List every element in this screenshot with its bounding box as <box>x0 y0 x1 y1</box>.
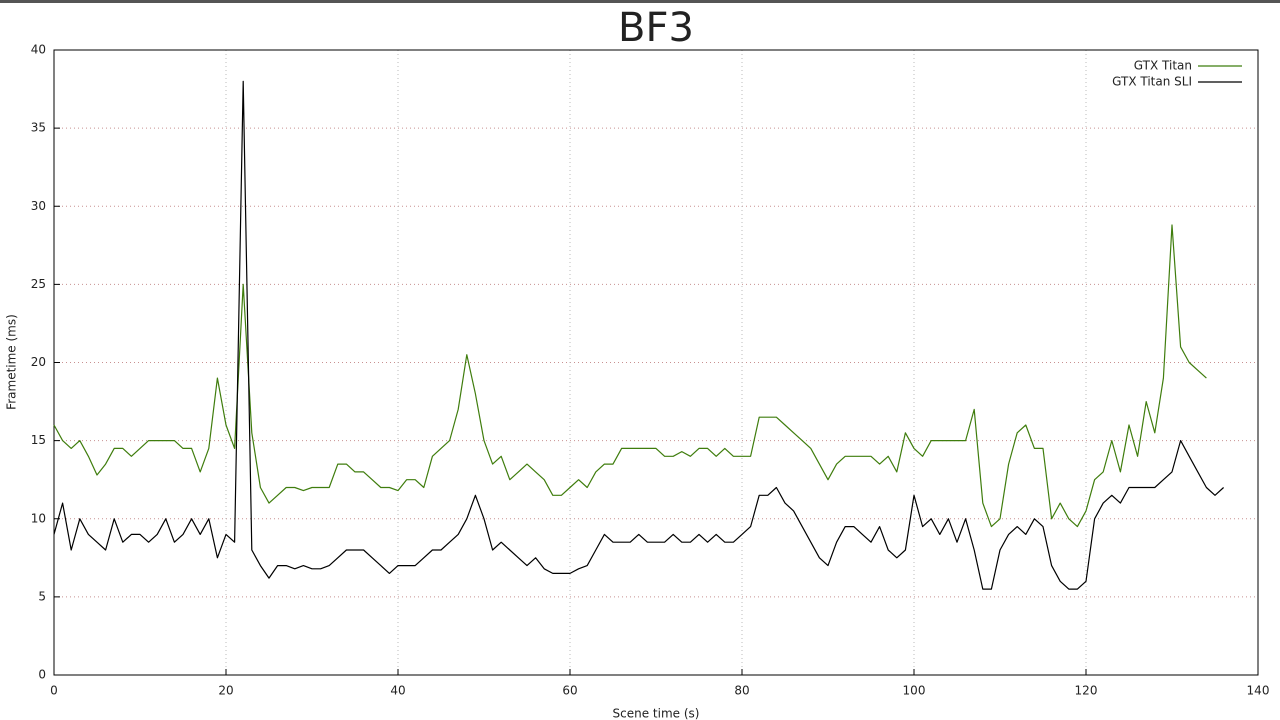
x-tick-label: 60 <box>562 684 577 698</box>
x-tick-label: 120 <box>1075 684 1098 698</box>
legend-label: GTX Titan <box>1134 59 1192 73</box>
y-tick-label: 35 <box>31 121 46 135</box>
y-tick-label: 30 <box>31 199 46 213</box>
x-tick-label: 140 <box>1247 684 1270 698</box>
data-line <box>53 224 1207 528</box>
plot-frame <box>53 49 1259 676</box>
y-tick-label: 40 <box>31 43 46 57</box>
x-tick-label: 40 <box>390 684 405 698</box>
legend-label: GTX Titan SLI <box>1112 75 1192 89</box>
y-tick-label: 0 <box>38 668 46 682</box>
top-bar <box>0 0 1280 3</box>
x-tick-label: 20 <box>218 684 233 698</box>
y-axis-label: Frametime (ms) <box>5 314 19 410</box>
chart-title: BF3 <box>618 5 694 51</box>
y-tick-label: 10 <box>31 511 46 525</box>
x-axis-label: Scene time (s) <box>613 707 700 720</box>
x-tick-label: 0 <box>50 684 58 698</box>
y-tick-label: 20 <box>31 355 46 369</box>
x-tick-label: 80 <box>734 684 749 698</box>
data-line <box>53 80 1225 590</box>
y-tick-label: 25 <box>31 277 46 291</box>
x-tick-label: 100 <box>903 684 926 698</box>
y-tick-label: 15 <box>31 433 46 447</box>
y-tick-label: 5 <box>38 589 46 603</box>
